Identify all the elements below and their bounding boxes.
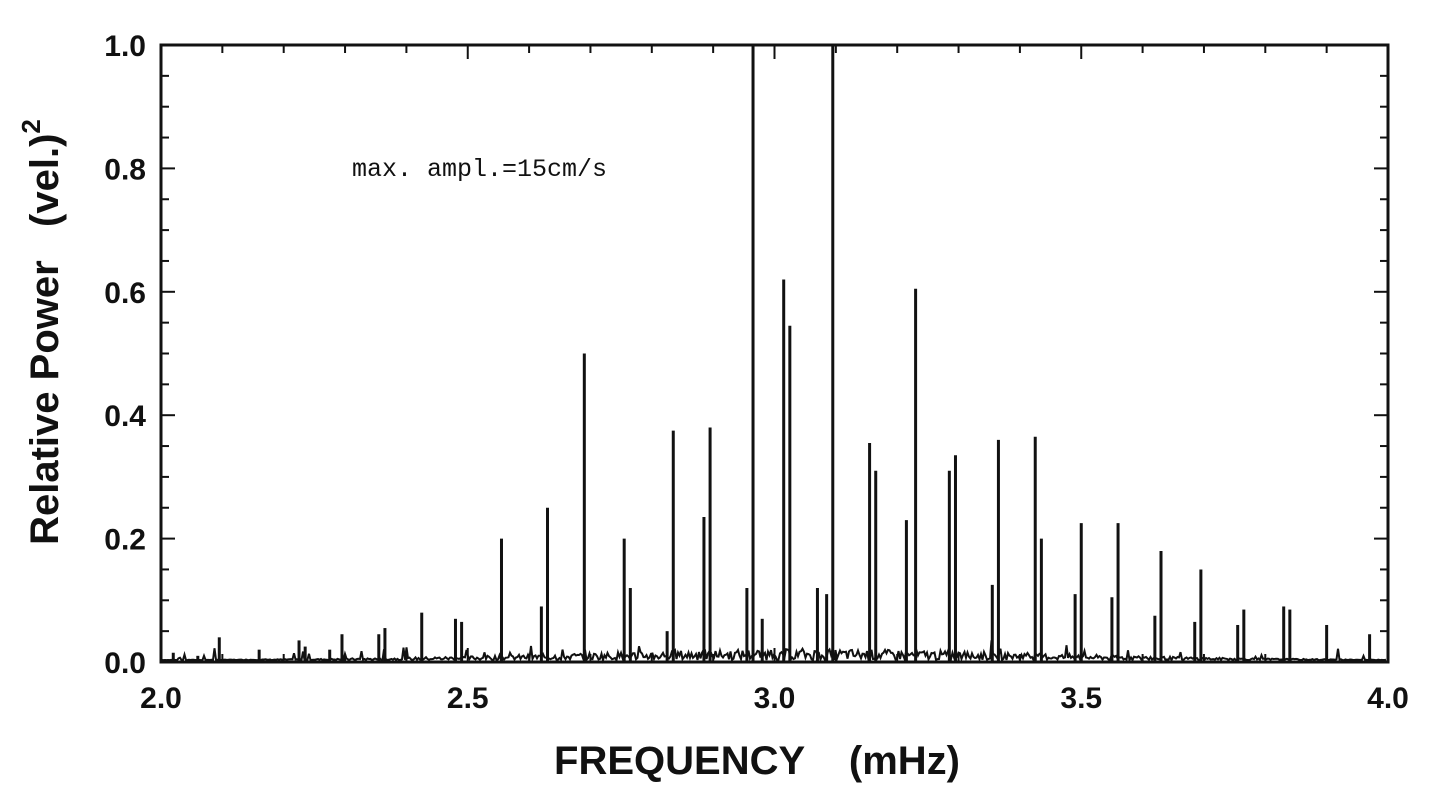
x-tick-label: 2.5 (447, 682, 489, 715)
y-tick-label: 0.8 (104, 153, 146, 186)
spectrum-layer (161, 45, 1387, 664)
x-axis-label: FREQUENCY (mHz) (554, 739, 960, 783)
y-tick-label: 0.0 (104, 647, 146, 680)
y-tick-label: 0.6 (104, 277, 146, 310)
y-axis-label-superscript: 2 (16, 119, 46, 133)
y-axis-label: Relative Power (vel.)2 (16, 119, 67, 545)
y-axis-label-group: Relative Power (vel.)2 (16, 119, 67, 545)
y-tick-label: 0.4 (104, 400, 146, 433)
y-axis-label-main: Relative Power (vel.) (23, 134, 67, 545)
y-tick-label: 0.2 (104, 524, 146, 557)
x-tick-label: 3.0 (754, 682, 796, 715)
x-tick-label: 4.0 (1367, 682, 1409, 715)
ticks-layer (160, 44, 1389, 663)
chart-annotation: max. ampl.=15cm/s (352, 155, 607, 184)
x-tick-label: 3.5 (1060, 682, 1102, 715)
x-tick-label: 2.0 (140, 682, 182, 715)
plot-frame (159, 43, 1390, 664)
y-tick-label: 1.0 (104, 30, 146, 63)
tick-labels-layer: 2.0 2.5 3.0 3.5 4.0 0.0 0.2 0.4 0.6 0.8 1.0 (104, 30, 1409, 715)
